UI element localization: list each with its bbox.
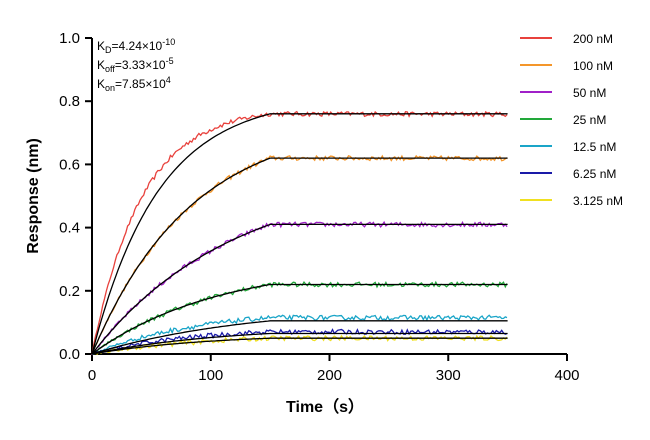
y-tick-label: 0.4 [59,220,80,237]
y-tick-label: 0.8 [59,93,80,110]
legend-label: 6.25 nM [573,167,616,181]
x-tick-label: 200 [317,367,342,384]
annotation-koff: Koff=3.33×10-5 [97,56,174,74]
y-axis-title: Response (nm) [25,138,42,254]
data-curve-100nM [91,154,508,355]
axes: 0.0 0.2 0.4 0.6 0.8 1.0 0 100 200 300 400 [59,30,579,384]
annotation-kd: KD=4.24×10-10 [97,37,175,55]
y-tick-label: 0.2 [59,283,80,300]
fit-curves [91,113,508,355]
fit-curve [91,157,508,355]
annotation-kon: Kon=7.85×104 [97,75,171,93]
data-curve-6-25nM [91,328,508,354]
legend-label: 25 nM [573,113,606,127]
fit-curve [91,223,508,355]
legend-label: 200 nM [573,32,613,46]
x-tick-label: 400 [554,367,579,384]
legend-label: 3.125 nM [573,194,623,208]
legend-label: 12.5 nM [573,140,616,154]
x-tick-label: 100 [198,367,223,384]
data-curve-12-5nM [91,314,508,355]
fit-curve [91,283,508,355]
fit-curve [91,320,508,355]
fit-curve [91,337,508,355]
y-tick-label: 0.6 [59,156,80,173]
y-tick-label: 1.0 [59,30,80,47]
data-curve-200nM [91,110,508,356]
fit-curve [91,113,508,355]
x-tick-label: 300 [436,367,461,384]
legend-label: 50 nM [573,86,606,100]
x-tick-label: 0 [88,367,96,384]
x-axis-title: Time（s） [286,398,364,416]
legend-label: 100 nM [573,59,613,73]
y-tick-label: 0.0 [59,346,80,363]
legend: 200 nM 100 nM 50 nM 25 nM 12.5 nM 6.25 nM 3.12… [520,32,623,208]
fit-curve [91,332,508,355]
